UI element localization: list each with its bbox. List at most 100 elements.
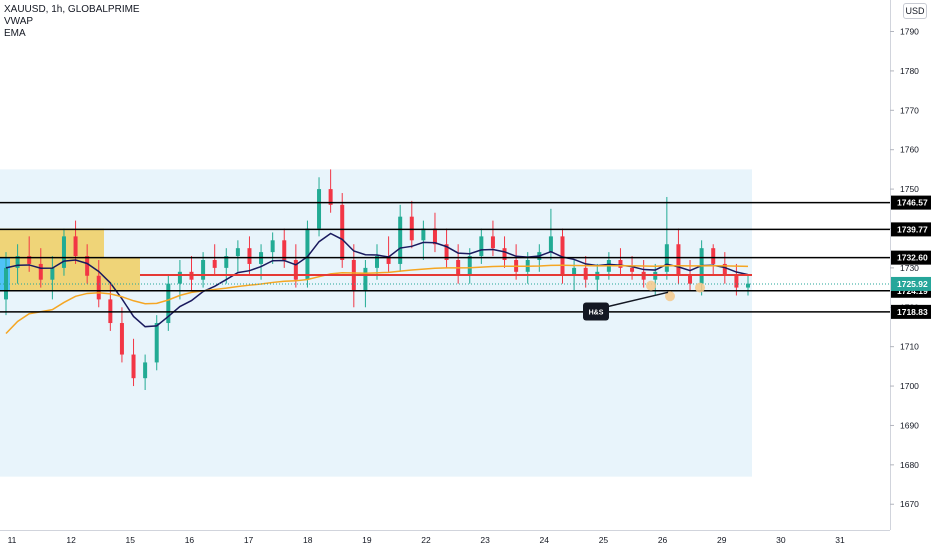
currency-badge[interactable]: USD <box>903 3 927 19</box>
candle-body-up <box>224 256 229 268</box>
candle-body-up <box>143 362 148 379</box>
candle-body-down <box>583 267 588 280</box>
vwap-line <box>5 264 749 335</box>
x-tick-label: 22 <box>421 535 431 545</box>
x-tick-label: 18 <box>303 535 313 545</box>
candle-body-up <box>479 236 484 257</box>
candle-body-up <box>305 228 310 280</box>
candle-body-down <box>96 275 101 300</box>
price-level-badge <box>891 222 931 237</box>
y-tick-label: 1700 <box>900 381 919 391</box>
price-level-badge <box>891 195 931 210</box>
x-tick-label: 19 <box>362 535 372 545</box>
current-price-label: 1725.92 <box>897 279 928 289</box>
candle-body-down <box>386 256 391 264</box>
y-tick-label: 1790 <box>900 27 919 37</box>
candle-body-down <box>328 189 333 205</box>
candle-body-down <box>85 256 90 276</box>
hs-shoulder-marker <box>646 280 656 291</box>
candle-body-down <box>282 240 287 260</box>
candle-body-up <box>154 323 159 363</box>
candle-body-down <box>490 236 495 249</box>
x-tick-label: 26 <box>658 535 668 545</box>
candle-body-up <box>746 283 750 288</box>
symbol-title: XAUUSD, 1h, GLOBALPRIME <box>4 4 140 15</box>
candle-body-up <box>201 260 206 280</box>
candle-body-down <box>27 256 32 264</box>
candle-body-down <box>676 244 681 276</box>
candle-body-down <box>212 260 217 268</box>
x-tick-label: 16 <box>185 535 195 545</box>
candle-body-down <box>38 263 43 280</box>
candle-body-down <box>247 248 252 264</box>
candle-body-up <box>317 189 322 229</box>
x-tick-label: 23 <box>480 535 490 545</box>
candle-body-down <box>722 263 727 276</box>
y-tick-label: 1760 <box>900 145 919 155</box>
candle-body-down <box>131 354 136 379</box>
range-zone <box>0 169 752 477</box>
y-tick-label: 1670 <box>900 499 919 509</box>
candle-body-up <box>15 256 20 268</box>
candle-body-up <box>467 256 472 276</box>
x-tick-label: 29 <box>717 535 727 545</box>
chart-legend: XAUUSD, 1h, GLOBALPRIME VWAP EMA <box>4 4 140 40</box>
current-price-badge <box>891 276 931 291</box>
candle-body-up <box>572 267 577 276</box>
candle-body-up <box>270 240 275 253</box>
x-tick-label: 24 <box>540 535 550 545</box>
candle-body-down <box>409 216 414 241</box>
y-tick-label: 1770 <box>900 105 919 115</box>
candle-body-down <box>73 236 78 257</box>
y-tick-label: 1690 <box>900 420 919 430</box>
vwap-indicator-label: VWAP <box>4 16 34 27</box>
ema-indicator-label: EMA <box>4 28 26 39</box>
price-level-label: 1718.83 <box>897 307 928 317</box>
candle-body-down <box>444 244 449 260</box>
hs-callout-label: H&S <box>589 310 604 317</box>
supply-zone-upper <box>0 228 104 258</box>
candle-body-up <box>548 236 553 253</box>
price-level-label: 1739.77 <box>897 224 928 234</box>
price-level-badge <box>891 250 931 265</box>
candle-body-down <box>630 267 635 272</box>
y-tick-label: 1750 <box>900 184 919 194</box>
candle-body-down <box>340 204 345 260</box>
candle-body-up <box>50 267 55 280</box>
x-tick-label: 12 <box>66 535 76 545</box>
candle-body-down <box>119 323 124 355</box>
price-level-badge <box>891 304 931 319</box>
price-level-label: 1732.60 <box>897 253 928 263</box>
y-tick-label: 1730 <box>900 263 919 273</box>
candle-body-up <box>363 267 368 292</box>
x-tick-label: 11 <box>8 535 17 545</box>
candle-body-up <box>235 248 240 257</box>
candle-body-up <box>177 271 182 284</box>
supply-zone-lower <box>0 257 140 291</box>
y-tick-label: 1780 <box>900 66 919 76</box>
x-tick-label: 25 <box>599 535 609 545</box>
candle-body-down <box>711 248 716 264</box>
candle-body-down <box>688 275 693 284</box>
candle-body-down <box>502 248 507 260</box>
candle-body-up <box>166 283 171 324</box>
candle-body-down <box>560 236 565 276</box>
candle-body-up <box>375 256 379 268</box>
candle-body-up <box>421 228 426 241</box>
candle-body-up <box>61 236 66 268</box>
x-tick-label: 31 <box>835 535 845 545</box>
candle-body-up <box>398 216 403 264</box>
hs-shoulder-marker <box>695 282 705 293</box>
hs-callout-box <box>583 302 609 321</box>
hs-callout-pointer <box>604 291 669 309</box>
price-level-label: 1746.57 <box>897 198 928 208</box>
x-tick-label: 17 <box>244 535 254 545</box>
hs-shoulder-marker <box>665 291 675 302</box>
y-tick-label: 1680 <box>900 460 919 470</box>
x-tick-label: 15 <box>126 535 136 545</box>
candle-body-down <box>293 260 298 280</box>
candle-body-down <box>734 275 739 288</box>
candle-body-down <box>618 260 623 268</box>
